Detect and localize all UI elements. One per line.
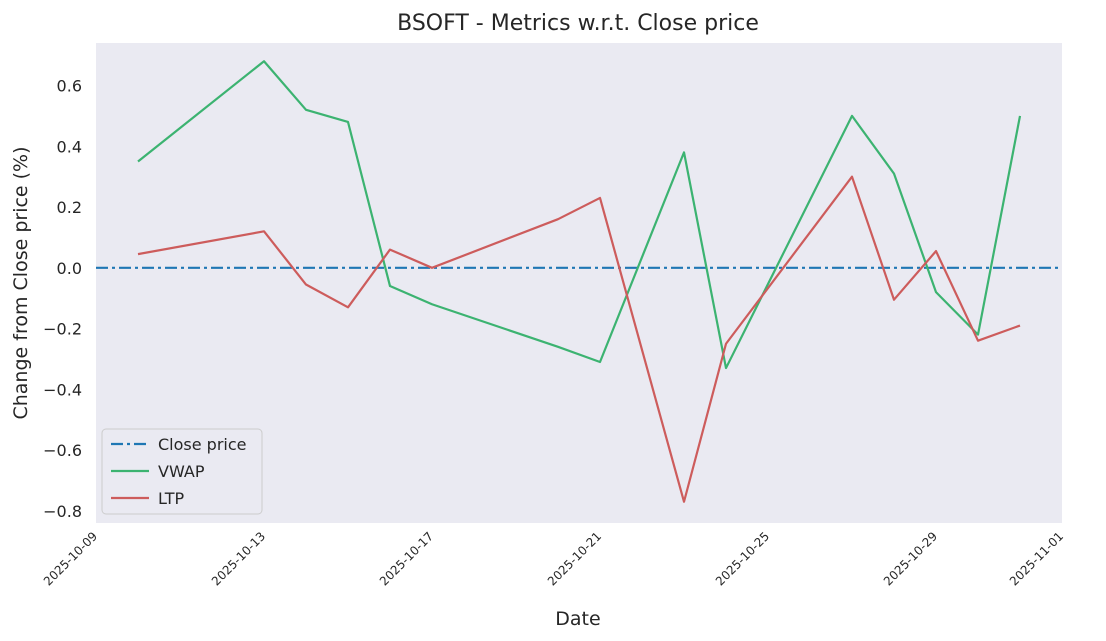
y-tick-label: −0.4 <box>43 380 82 399</box>
legend-label: VWAP <box>158 462 205 481</box>
y-tick-label: −0.6 <box>43 441 82 460</box>
legend: Close price VWAP LTP <box>101 428 263 515</box>
x-axis-label: Date <box>555 608 600 630</box>
x-tick-label: 2025-11-01 <box>1007 529 1066 588</box>
series-line-vwap <box>137 60 1022 370</box>
x-tick-label: 2025-10-29 <box>881 529 940 588</box>
legend-label: LTP <box>158 489 184 508</box>
x-tick-label: 2025-10-13 <box>209 529 268 588</box>
y-tick-labels: 0.6 0.4 0.2 0.0 −0.2 −0.4 −0.6 −0.8 <box>43 77 82 521</box>
x-tick-labels: 2025-10-09 2025-10-13 2025-10-17 2025-10-21… <box>41 529 1066 588</box>
y-tick-label: 0.6 <box>57 77 82 96</box>
series-line-ltp <box>137 175 1021 503</box>
series-lines <box>96 60 1062 503</box>
chart-title: BSOFT - Metrics w.r.t. Close price <box>397 11 759 36</box>
y-tick-label: 0.0 <box>57 259 82 278</box>
x-tick-label: 2025-10-21 <box>545 529 604 588</box>
x-tick-label: 2025-10-17 <box>377 529 436 588</box>
legend-label: Close price <box>158 435 247 454</box>
y-tick-label: −0.8 <box>43 502 82 521</box>
y-tick-label: −0.2 <box>43 320 82 339</box>
legend-box <box>101 428 263 515</box>
y-axis-label: Change from Close price (%) <box>10 146 32 419</box>
x-tick-label: 2025-10-25 <box>713 529 772 588</box>
x-tick-label: 2025-10-09 <box>41 529 100 588</box>
y-tick-label: 0.2 <box>57 198 82 217</box>
y-tick-label: 0.4 <box>57 137 82 156</box>
